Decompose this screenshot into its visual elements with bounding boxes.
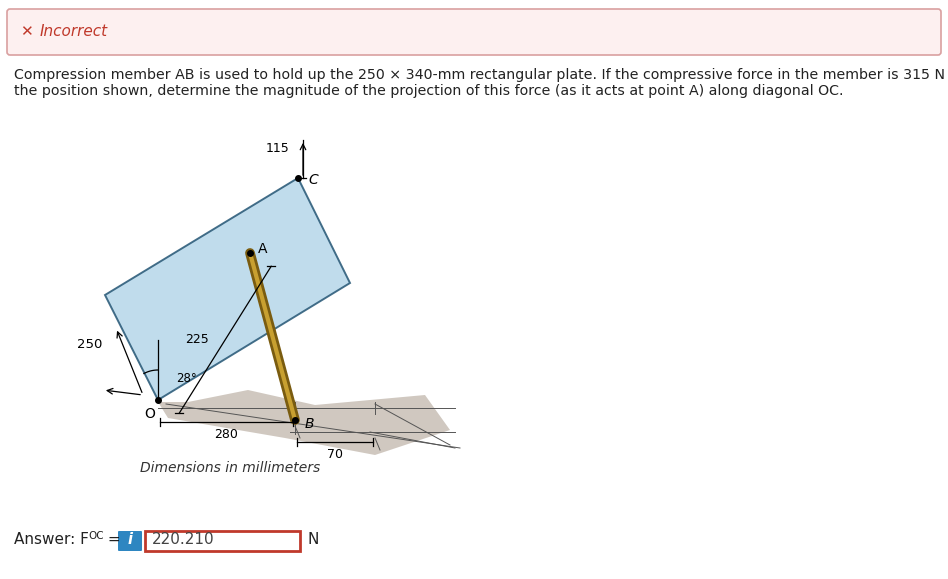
Text: Incorrect: Incorrect bbox=[40, 24, 108, 39]
Text: 280: 280 bbox=[214, 427, 238, 441]
Text: O: O bbox=[144, 407, 155, 421]
Text: i: i bbox=[127, 533, 133, 548]
Text: the position shown, determine the magnitude of the projection of this force (as : the position shown, determine the magnit… bbox=[14, 84, 844, 98]
Text: Compression member AB is used to hold up the 250 × 340-mm rectangular plate. If : Compression member AB is used to hold up… bbox=[14, 68, 948, 82]
FancyBboxPatch shape bbox=[7, 9, 941, 55]
Text: OC: OC bbox=[88, 531, 103, 541]
Text: ✕: ✕ bbox=[20, 24, 32, 39]
Text: 220.210: 220.210 bbox=[152, 533, 214, 548]
FancyBboxPatch shape bbox=[145, 531, 300, 551]
Text: 115: 115 bbox=[266, 141, 290, 155]
Text: Answer: F: Answer: F bbox=[14, 533, 89, 548]
Text: 70: 70 bbox=[327, 448, 343, 460]
Text: N: N bbox=[308, 533, 319, 548]
Text: Dimensions in millimeters: Dimensions in millimeters bbox=[140, 461, 320, 475]
Polygon shape bbox=[158, 390, 450, 455]
Text: =: = bbox=[103, 533, 120, 548]
Text: B: B bbox=[305, 417, 315, 431]
Text: 225: 225 bbox=[185, 333, 210, 346]
Text: A: A bbox=[258, 242, 267, 256]
FancyBboxPatch shape bbox=[118, 531, 142, 551]
Polygon shape bbox=[105, 178, 350, 400]
Text: 28°: 28° bbox=[176, 372, 197, 384]
Text: C: C bbox=[308, 173, 318, 187]
Text: 250: 250 bbox=[78, 339, 102, 351]
